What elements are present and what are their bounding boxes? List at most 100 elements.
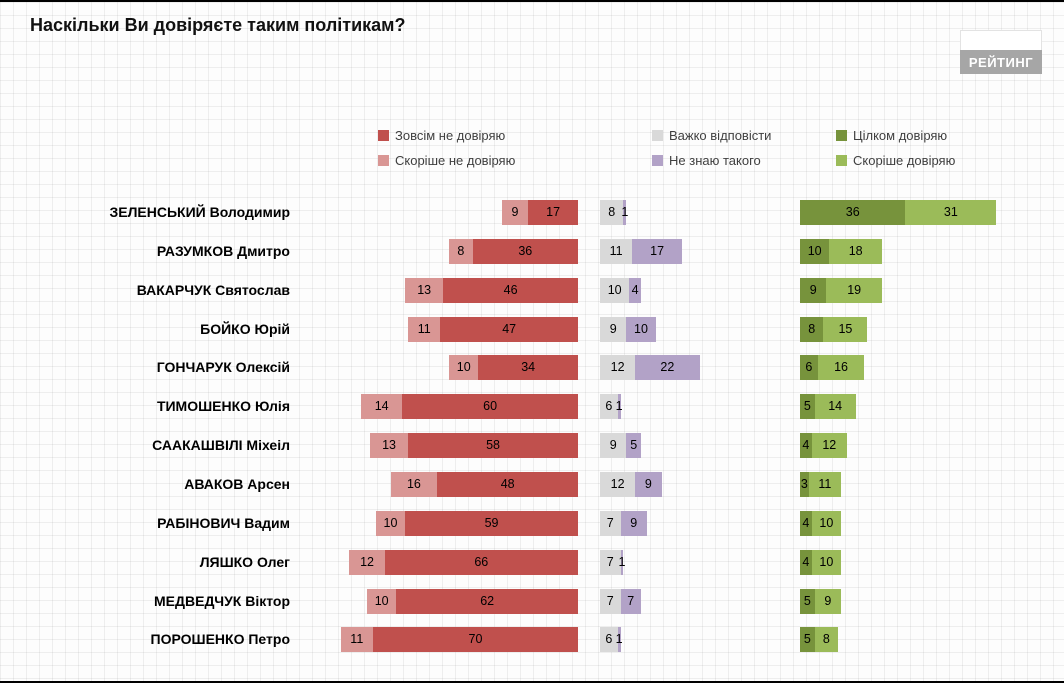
seg-rather-distrust: 13 [369,433,409,458]
seg-hard-to-answer: 10 [600,278,630,303]
segment-value: 9 [644,477,652,491]
seg-full-trust: 3 [800,472,809,497]
seg-rather-trust: 31 [905,200,997,225]
segment-value: 36 [845,205,860,219]
seg-rather-distrust: 10 [449,355,479,380]
legend-swatch [652,130,663,141]
seg-rather-trust: 14 [814,394,856,419]
rating-logo-text: РЕЙТИНГ [960,50,1042,74]
distrust-bar: 11 47 [408,317,578,342]
seg-full-distrust: 66 [384,550,578,575]
segment-value: 13 [382,438,396,452]
seg-hard-to-answer: 12 [600,355,636,380]
segment-value: 12 [610,477,625,491]
distrust-bar: 10 34 [449,355,578,380]
legend-label: Цілком довіряю [853,128,948,143]
segment-value: 9 [824,594,832,608]
segment-value: 9 [609,438,617,452]
segment-value: 3 [800,477,808,491]
distrust-bar: 13 46 [405,278,578,303]
seg-rather-trust: 8 [814,627,839,652]
politician-name: МЕДВЕДЧУК Віктор [154,593,290,609]
chart-row: ПОРОШЕНКО Петро 11 70 6 1 5 8 [0,627,1064,652]
segment-value: 1 [615,399,623,413]
distrust-bar: 8 36 [449,239,578,264]
seg-full-trust: 4 [800,511,812,536]
trust-bar: 4 10 [800,550,842,575]
segment-value: 59 [484,516,499,530]
seg-full-trust: 5 [800,627,815,652]
seg-rather-distrust: 10 [367,589,397,614]
politician-name: СААКАШВІЛІ Міхеіл [152,437,290,453]
segment-value: 1 [615,632,623,646]
segment-value: 4 [631,283,639,297]
segment-value: 66 [474,555,489,569]
seg-rather-trust: 10 [811,550,842,575]
chart-row: СААКАШВІЛІ Міхеіл 13 58 9 5 4 12 [0,433,1064,458]
segment-value: 46 [503,283,518,297]
segment-value: 4 [802,516,810,530]
chart-row: РАЗУМКОВ Дмитро 8 36 11 17 10 18 [0,239,1064,264]
legend-swatch [836,130,847,141]
segment-value: 5 [803,632,811,646]
seg-rather-trust: 19 [826,278,883,303]
seg-dont-know: 1 [621,200,629,225]
seg-rather-distrust: 13 [405,278,444,303]
legend-swatch [378,130,389,141]
segment-value: 1 [621,205,629,219]
chart-row: АВАКОВ Арсен 16 48 12 9 3 11 [0,472,1064,497]
seg-dont-know: 7 [620,589,641,614]
segment-value: 9 [809,283,817,297]
trust-bar: 36 31 [800,200,997,225]
seg-full-trust: 36 [800,200,906,225]
seg-full-distrust: 60 [402,394,578,419]
segment-value: 16 [834,360,848,374]
segment-value: 4 [802,555,810,569]
chart-row: ГОНЧАРУК Олексій 10 34 12 22 6 16 [0,355,1064,380]
politician-name: РАЗУМКОВ Дмитро [156,243,290,259]
politician-name: АВАКОВ Арсен [184,476,290,492]
seg-dont-know: 1 [615,394,623,419]
politician-name: РАБІНОВИЧ Вадим [157,515,290,531]
seg-hard-to-answer: 12 [600,472,636,497]
seg-rather-trust: 15 [823,317,868,342]
segment-value: 70 [468,632,483,646]
distrust-bar: 12 66 [349,550,578,575]
seg-dont-know: 1 [618,550,625,575]
segment-value: 58 [486,438,500,452]
segment-value: 12 [822,438,837,452]
seg-rather-distrust: 11 [340,627,373,652]
seg-full-trust: 4 [800,433,812,458]
seg-full-distrust: 47 [440,317,578,342]
seg-hard-to-answer: 6 [600,627,618,652]
trust-bar: 4 10 [800,511,842,536]
segment-value: 8 [808,322,816,336]
segment-value: 6 [605,632,613,646]
seg-full-distrust: 70 [372,627,578,652]
seg-rather-trust: 11 [808,472,841,497]
segment-value: 9 [609,322,617,336]
politician-name: ТИМОШЕНКО Юлія [156,398,290,414]
seg-rather-distrust: 16 [390,472,438,497]
distrust-bar: 10 59 [375,511,578,536]
segment-value: 9 [630,516,638,530]
neutral-bar: 12 22 [600,355,700,380]
seg-dont-know: 17 [632,239,683,264]
seg-rather-trust: 10 [811,511,842,536]
segment-value: 7 [606,555,614,569]
chart-row: РАБІНОВИЧ Вадим 10 59 7 9 4 10 [0,511,1064,536]
seg-hard-to-answer: 9 [600,317,627,342]
segment-value: 7 [606,594,614,608]
politician-name: ЗЕЛЕНСЬКИЙ Володимир [109,204,290,220]
rating-logo-flag [960,30,1042,50]
seg-full-trust: 4 [800,550,812,575]
seg-full-distrust: 48 [437,472,578,497]
seg-rather-distrust: 12 [349,550,385,575]
seg-full-distrust: 36 [472,239,578,264]
